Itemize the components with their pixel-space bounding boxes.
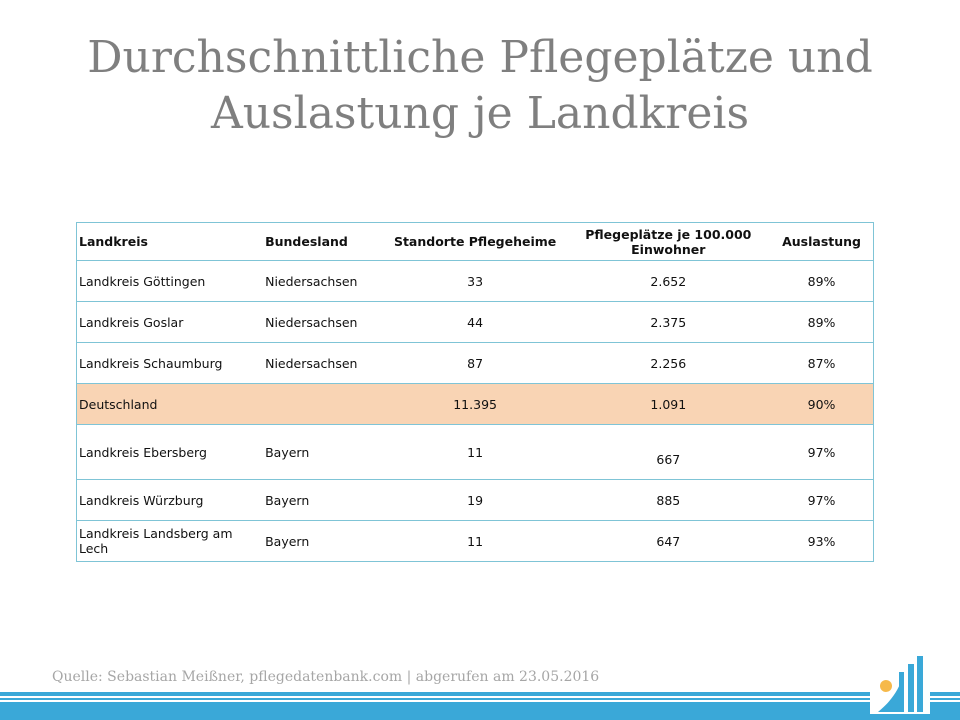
cell-standorte: 87 xyxy=(383,342,567,384)
cell-bundesland: Bayern xyxy=(263,424,384,480)
header-auslastung: Auslastung xyxy=(770,222,875,261)
header-landkreis: Landkreis xyxy=(76,222,264,261)
cell-landkreis: Landkreis Goslar xyxy=(76,301,264,343)
table-row: Landkreis Schaumburg Niedersachsen 87 2.… xyxy=(76,342,875,384)
cell-standorte: 11 xyxy=(383,424,567,480)
cell-standorte: 11 xyxy=(383,520,567,562)
cell-auslastung: 90% xyxy=(770,383,875,425)
table-row: Landkreis Goslar Niedersachsen 44 2.375 … xyxy=(76,301,875,343)
cell-landkreis: Landkreis Ebersberg xyxy=(76,424,264,480)
table-header-row: Landkreis Bundesland Standorte Pflegehei… xyxy=(76,222,875,261)
cell-auslastung: 89% xyxy=(770,301,875,343)
table-row: Landkreis Landsberg am Lech Bayern 11 64… xyxy=(76,520,875,562)
footer-stripe-bottom xyxy=(0,702,960,720)
table-row-highlight: Deutschland 11.395 1.091 90% xyxy=(76,383,875,425)
cell-pflegeplaetze: 647 xyxy=(566,520,771,562)
footer-stripe-thin xyxy=(0,698,960,700)
cell-pflegeplaetze: 885 xyxy=(566,479,771,521)
table-row: Landkreis Ebersberg Bayern 11 667 97% xyxy=(76,424,875,480)
cell-bundesland: Bayern xyxy=(263,520,384,562)
cell-auslastung: 87% xyxy=(770,342,875,384)
header-bundesland: Bundesland xyxy=(263,222,384,261)
cell-auslastung: 97% xyxy=(770,424,875,480)
cell-standorte: 19 xyxy=(383,479,567,521)
cell-auslastung: 97% xyxy=(770,479,875,521)
table-row: Landkreis Würzburg Bayern 19 885 97% xyxy=(76,479,875,521)
cell-bundesland: Bayern xyxy=(263,479,384,521)
footer-stripe-top xyxy=(0,692,960,696)
header-standorte: Standorte Pflegeheime xyxy=(383,222,567,261)
slide-title-line-2: Auslastung je Landkreis xyxy=(210,88,750,139)
cell-pflegeplaetze: 2.375 xyxy=(566,301,771,343)
cell-auslastung: 93% xyxy=(770,520,875,562)
cell-landkreis: Landkreis Würzburg xyxy=(76,479,264,521)
cell-pflegeplaetze: 667 xyxy=(566,424,771,480)
source-citation: Quelle: Sebastian Meißner, pflegedatenba… xyxy=(52,669,600,685)
cell-landkreis: Landkreis Schaumburg xyxy=(76,342,264,384)
cell-landkreis: Landkreis Landsberg am Lech xyxy=(76,520,264,562)
cell-bundesland: Niedersachsen xyxy=(263,260,384,302)
slide-title: Durchschnittliche Pflegeplätze und Ausla… xyxy=(0,30,960,142)
footer-bar xyxy=(0,692,960,720)
cell-auslastung: 89% xyxy=(770,260,875,302)
cell-landkreis: Deutschland xyxy=(76,383,264,425)
cell-standorte: 33 xyxy=(383,260,567,302)
data-table: Landkreis Bundesland Standorte Pflegehei… xyxy=(76,222,875,562)
cell-bundesland: Niedersachsen xyxy=(263,342,384,384)
slide-title-line-1: Durchschnittliche Pflegeplätze und xyxy=(87,32,873,83)
table-row: Landkreis Göttingen Niedersachsen 33 2.6… xyxy=(76,260,875,302)
cell-pflegeplaetze: 2.652 xyxy=(566,260,771,302)
header-pflegeplaetze: Pflegeplätze je 100.000 Einwohner xyxy=(566,222,771,261)
cell-pflegeplaetze: 1.091 xyxy=(566,383,771,425)
cell-standorte: 44 xyxy=(383,301,567,343)
cell-bundesland xyxy=(263,383,384,425)
cell-standorte: 11.395 xyxy=(383,383,567,425)
cell-bundesland: Niedersachsen xyxy=(263,301,384,343)
cell-pflegeplaetze: 2.256 xyxy=(566,342,771,384)
cell-landkreis: Landkreis Göttingen xyxy=(76,260,264,302)
bar-chart-logo-icon xyxy=(870,652,930,714)
